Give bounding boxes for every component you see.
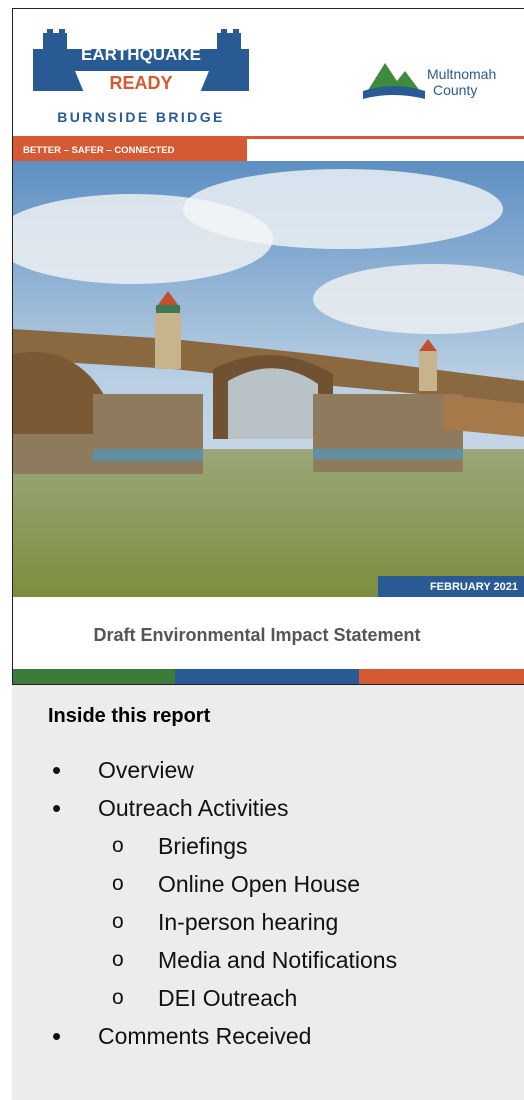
contents-item: Comments Received bbox=[12, 1017, 397, 1055]
agency-logo: Multnomah County bbox=[363, 63, 496, 99]
cover-art: EARTHQUAKE READY BURNSIDE BRIDGE Multnom… bbox=[13, 9, 524, 685]
agency-name: Multnomah bbox=[427, 66, 496, 82]
page: EARTHQUAKE READY BURNSIDE BRIDGE Multnom… bbox=[0, 0, 524, 1100]
date: FEBRUARY 2021 bbox=[430, 581, 518, 593]
tagline: BETTER – SAFER – CONNECTED bbox=[23, 145, 175, 156]
logo-line2: READY bbox=[109, 73, 172, 93]
contents-list: OverviewOutreach ActivitiesBriefingsOnli… bbox=[12, 751, 397, 1055]
contents: Inside this report OverviewOutreach Acti… bbox=[12, 685, 524, 1100]
cover: EARTHQUAKE READY BURNSIDE BRIDGE Multnom… bbox=[12, 8, 524, 685]
title: Draft Environmental Impact Statement bbox=[93, 625, 420, 645]
contents-item: In-person hearing bbox=[12, 903, 397, 941]
logo: EARTHQUAKE READY BURNSIDE BRIDGE bbox=[33, 29, 249, 125]
contents-item: Briefings bbox=[12, 827, 397, 865]
contents-item: Overview bbox=[12, 751, 397, 789]
agency-name: County bbox=[433, 82, 477, 98]
contents-item: DEI Outreach bbox=[12, 979, 397, 1017]
logo-line3: BURNSIDE BRIDGE bbox=[57, 109, 224, 125]
contents-heading: Inside this report bbox=[48, 705, 210, 728]
contents-item: Outreach Activities bbox=[12, 789, 397, 827]
logo-line1: EARTHQUAKE bbox=[81, 45, 201, 64]
contents-item: Online Open House bbox=[12, 865, 397, 903]
cover-photo: FEBRUARY 2021 bbox=[13, 161, 524, 597]
contents-item: Media and Notifications bbox=[12, 941, 397, 979]
